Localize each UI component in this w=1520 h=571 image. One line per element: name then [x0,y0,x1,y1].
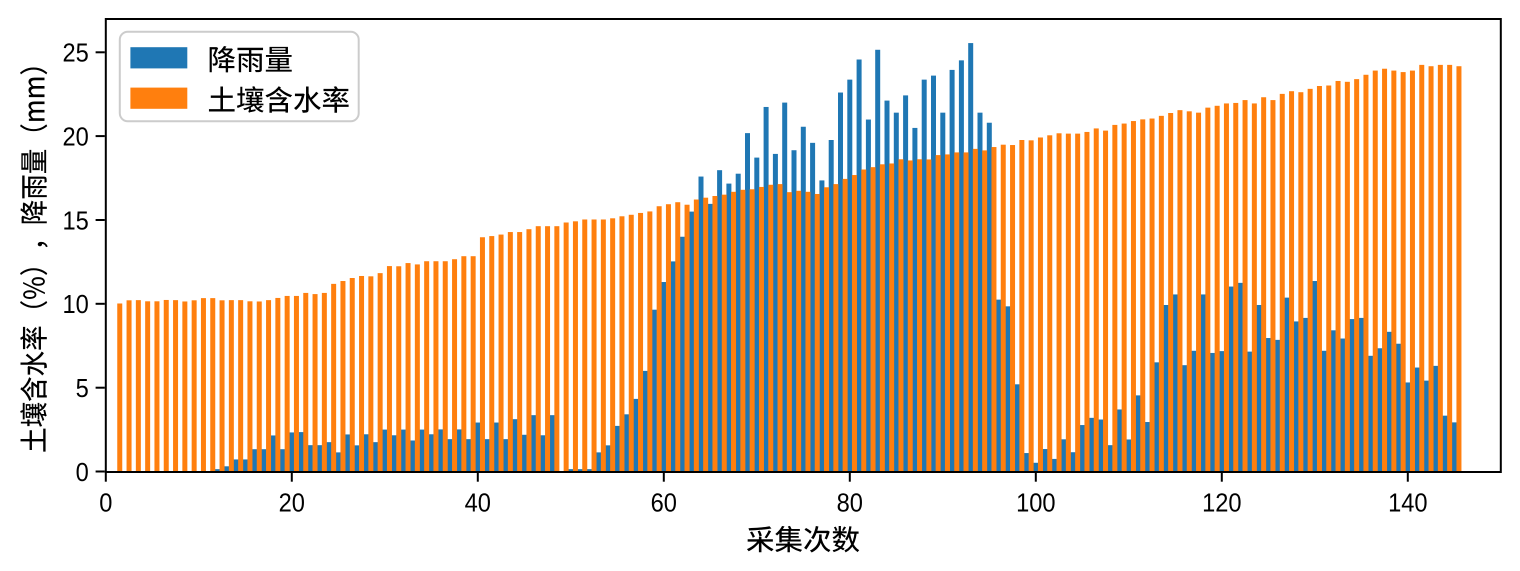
svg-text:100: 100 [1016,490,1055,518]
svg-text:5: 5 [76,375,89,403]
svg-text:25: 25 [62,40,88,68]
svg-text:0: 0 [99,490,112,518]
svg-text:80: 80 [837,490,863,518]
svg-text:20: 20 [62,124,88,152]
svg-text:140: 140 [1388,490,1427,518]
svg-text:40: 40 [465,490,491,518]
svg-text:120: 120 [1202,490,1241,518]
svg-text:10: 10 [62,291,88,319]
svg-text:15: 15 [62,207,88,235]
svg-text:0: 0 [76,459,89,487]
svg-text:20: 20 [279,490,305,518]
svg-text:60: 60 [651,490,677,518]
